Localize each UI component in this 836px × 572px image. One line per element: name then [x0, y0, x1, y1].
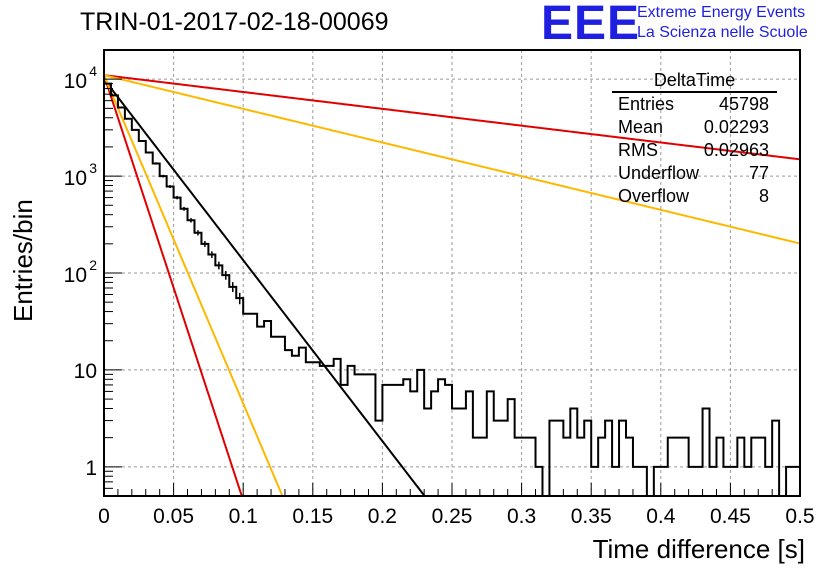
stat-row-rms: RMS 0.02963 — [612, 139, 777, 162]
chart-title: TRIN-01-2017-02-18-00069 — [80, 8, 389, 36]
stat-label: RMS — [618, 140, 658, 160]
y-tick-label: 1 — [85, 457, 97, 480]
fit-curve — [104, 78, 426, 496]
y-axis-label-wrap: Entries/bin — [8, 182, 48, 322]
fit-curve — [104, 74, 284, 496]
x-tick-label: 0.1 — [229, 505, 258, 528]
x-tick-label: 0.15 — [292, 505, 333, 528]
stat-row-underflow: Underflow 77 — [612, 162, 777, 185]
y-tick-exponent: 4 — [89, 63, 97, 79]
stat-row-entries: Entries 45798 — [612, 93, 777, 116]
logo-line-1: Extreme Energy Events — [637, 4, 806, 21]
x-axis-label: Time difference [s] — [592, 534, 805, 564]
stat-value: 0.02963 — [703, 140, 769, 160]
fit-curve — [104, 74, 800, 161]
stat-value: 0.02293 — [703, 117, 769, 137]
stat-row-overflow: Overflow 8 — [612, 185, 777, 208]
x-tick-label: 0.45 — [710, 505, 751, 528]
y-tick-exponent: 3 — [89, 160, 97, 176]
eee-logo: EEE — [541, 0, 641, 50]
x-tick-label: 0.35 — [571, 505, 612, 528]
y-tick-label: 10 — [74, 360, 97, 383]
x-tick-label: 0.2 — [368, 505, 397, 528]
y-tick-label: 10 — [64, 264, 87, 287]
logo-line-2: La Scienza nelle Scuole — [637, 24, 808, 41]
stat-value: 77 — [748, 163, 769, 183]
fit-curve — [104, 74, 243, 496]
stats-title: DeltaTime — [612, 69, 777, 93]
y-axis-label: Entries/bin — [8, 199, 38, 322]
stat-label: Overflow — [618, 186, 690, 206]
x-tick-label: 0.3 — [507, 505, 536, 528]
fit-curve — [104, 74, 800, 245]
stat-label: Mean — [618, 117, 664, 137]
logo-caption: Extreme Energy Events La Scienza nelle S… — [637, 3, 808, 43]
histogram-steps — [104, 82, 800, 496]
stats-box: DeltaTime Entries 45798 Mean 0.02293 RMS… — [612, 69, 777, 208]
stat-label: Underflow — [618, 163, 700, 183]
x-tick-label: 0.5 — [785, 505, 814, 528]
stat-value: 45798 — [718, 94, 769, 114]
y-tick-exponent: 2 — [89, 257, 97, 273]
y-tick-label: 10 — [64, 167, 87, 190]
stat-value: 8 — [758, 186, 769, 206]
y-tick-label: 10 — [64, 70, 87, 93]
x-tick-label: 0.25 — [432, 505, 473, 528]
x-tick-label: 0.4 — [646, 505, 676, 528]
stat-row-mean: Mean 0.02293 — [612, 116, 777, 139]
stat-label: Entries — [618, 94, 675, 114]
x-tick-label: 0.05 — [153, 505, 194, 528]
x-tick-label: 0 — [98, 505, 110, 528]
